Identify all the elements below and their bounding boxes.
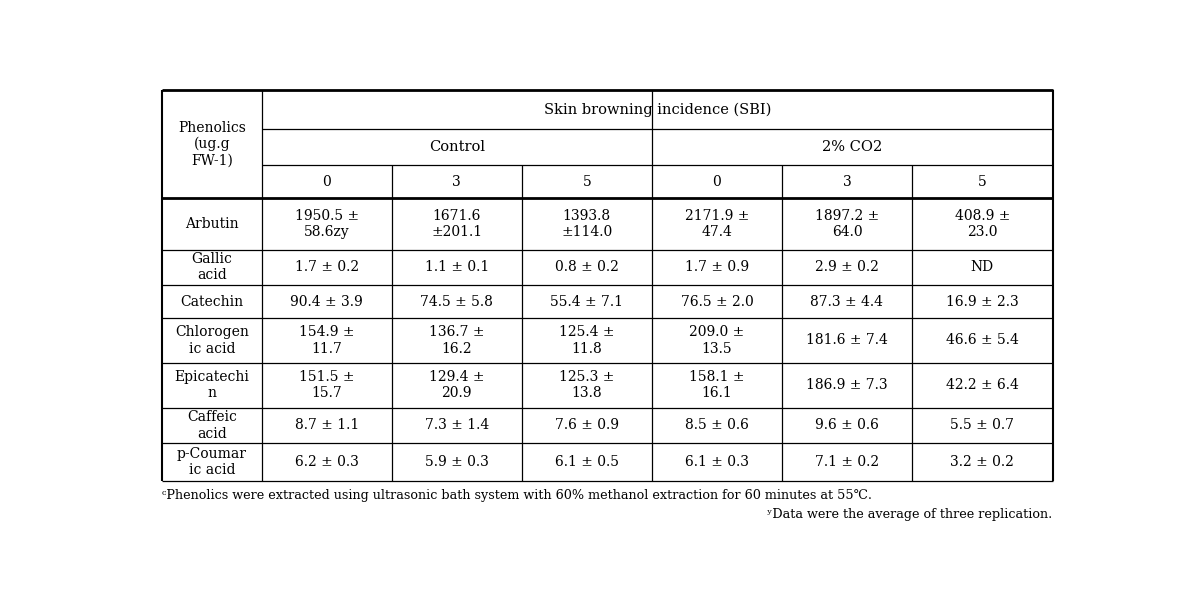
Text: 1950.5 ±
58.6zy: 1950.5 ± 58.6zy xyxy=(295,209,359,239)
Text: 1.7 ± 0.9: 1.7 ± 0.9 xyxy=(685,260,749,275)
Text: 209.0 ±
13.5: 209.0 ± 13.5 xyxy=(690,325,744,356)
Text: 186.9 ± 7.3: 186.9 ± 7.3 xyxy=(806,378,888,392)
Text: 9.6 ± 0.6: 9.6 ± 0.6 xyxy=(815,418,879,432)
Text: 7.1 ± 0.2: 7.1 ± 0.2 xyxy=(815,455,879,469)
Text: 2171.9 ±
47.4: 2171.9 ± 47.4 xyxy=(685,209,749,239)
Text: Catechin: Catechin xyxy=(180,294,243,309)
Text: 7.3 ± 1.4: 7.3 ± 1.4 xyxy=(424,418,489,432)
Text: Phenolics
(ug.g
FW-1): Phenolics (ug.g FW-1) xyxy=(178,121,245,168)
Text: p-Coumar
ic acid: p-Coumar ic acid xyxy=(177,447,246,477)
Text: 6.2 ± 0.3: 6.2 ± 0.3 xyxy=(295,455,359,469)
Text: 158.1 ±
16.1: 158.1 ± 16.1 xyxy=(690,370,744,401)
Text: Skin browning incidence (SBI): Skin browning incidence (SBI) xyxy=(544,102,771,116)
Text: 154.9 ±
11.7: 154.9 ± 11.7 xyxy=(299,325,354,356)
Text: 8.7 ± 1.1: 8.7 ± 1.1 xyxy=(295,418,359,432)
Text: 3: 3 xyxy=(843,175,851,189)
Text: 6.1 ± 0.5: 6.1 ± 0.5 xyxy=(555,455,619,469)
Text: Arbutin: Arbutin xyxy=(185,217,238,231)
Text: 1.7 ± 0.2: 1.7 ± 0.2 xyxy=(295,260,359,275)
Text: 181.6 ± 7.4: 181.6 ± 7.4 xyxy=(806,334,888,347)
Text: 55.4 ± 7.1: 55.4 ± 7.1 xyxy=(550,294,623,309)
Text: 5: 5 xyxy=(978,175,987,189)
Text: 408.9 ±
23.0: 408.9 ± 23.0 xyxy=(955,209,1010,239)
Text: 74.5 ± 5.8: 74.5 ± 5.8 xyxy=(421,294,493,309)
Text: 5.5 ± 0.7: 5.5 ± 0.7 xyxy=(950,418,1014,432)
Text: Chlorogen
ic acid: Chlorogen ic acid xyxy=(175,325,249,356)
Text: Gallic
acid: Gallic acid xyxy=(191,253,232,282)
Text: 8.5 ± 0.6: 8.5 ± 0.6 xyxy=(685,418,749,432)
Text: 46.6 ± 5.4: 46.6 ± 5.4 xyxy=(946,334,1019,347)
Text: 0: 0 xyxy=(712,175,722,189)
Text: 7.6 ± 0.9: 7.6 ± 0.9 xyxy=(555,418,619,432)
Text: 129.4 ±
20.9: 129.4 ± 20.9 xyxy=(429,370,485,401)
Text: 1897.2 ±
64.0: 1897.2 ± 64.0 xyxy=(815,209,879,239)
Text: 2% CO2: 2% CO2 xyxy=(822,140,883,154)
Text: ND: ND xyxy=(971,260,994,275)
Text: 3.2 ± 0.2: 3.2 ± 0.2 xyxy=(950,455,1014,469)
Text: 42.2 ± 6.4: 42.2 ± 6.4 xyxy=(946,378,1019,392)
Text: Epicatechi
n: Epicatechi n xyxy=(174,370,249,401)
Text: ʸData were the average of three replication.: ʸData were the average of three replicat… xyxy=(768,509,1052,521)
Text: 136.7 ±
16.2: 136.7 ± 16.2 xyxy=(429,325,485,356)
Text: 16.9 ± 2.3: 16.9 ± 2.3 xyxy=(946,294,1019,309)
Text: 151.5 ±
15.7: 151.5 ± 15.7 xyxy=(299,370,354,401)
Text: 76.5 ± 2.0: 76.5 ± 2.0 xyxy=(680,294,754,309)
Text: 5.9 ± 0.3: 5.9 ± 0.3 xyxy=(425,455,488,469)
Text: 2.9 ± 0.2: 2.9 ± 0.2 xyxy=(815,260,879,275)
Text: 1671.6
±201.1: 1671.6 ±201.1 xyxy=(431,209,482,239)
Text: 125.3 ±
13.8: 125.3 ± 13.8 xyxy=(559,370,615,401)
Text: 0: 0 xyxy=(322,175,331,189)
Text: Control: Control xyxy=(429,140,485,154)
Text: 1393.8
±114.0: 1393.8 ±114.0 xyxy=(562,209,613,239)
Text: 0.8 ± 0.2: 0.8 ± 0.2 xyxy=(555,260,619,275)
Text: Caffeic
acid: Caffeic acid xyxy=(187,410,237,441)
Text: 5: 5 xyxy=(583,175,591,189)
Text: 87.3 ± 4.4: 87.3 ± 4.4 xyxy=(811,294,884,309)
Text: 6.1 ± 0.3: 6.1 ± 0.3 xyxy=(685,455,749,469)
Text: 125.4 ±
11.8: 125.4 ± 11.8 xyxy=(559,325,615,356)
Text: 1.1 ± 0.1: 1.1 ± 0.1 xyxy=(424,260,489,275)
Text: 3: 3 xyxy=(453,175,461,189)
Text: 90.4 ± 3.9: 90.4 ± 3.9 xyxy=(290,294,363,309)
Text: ᶜPhenolics were extracted using ultrasonic bath system with 60% methanol extract: ᶜPhenolics were extracted using ultrason… xyxy=(162,489,872,502)
